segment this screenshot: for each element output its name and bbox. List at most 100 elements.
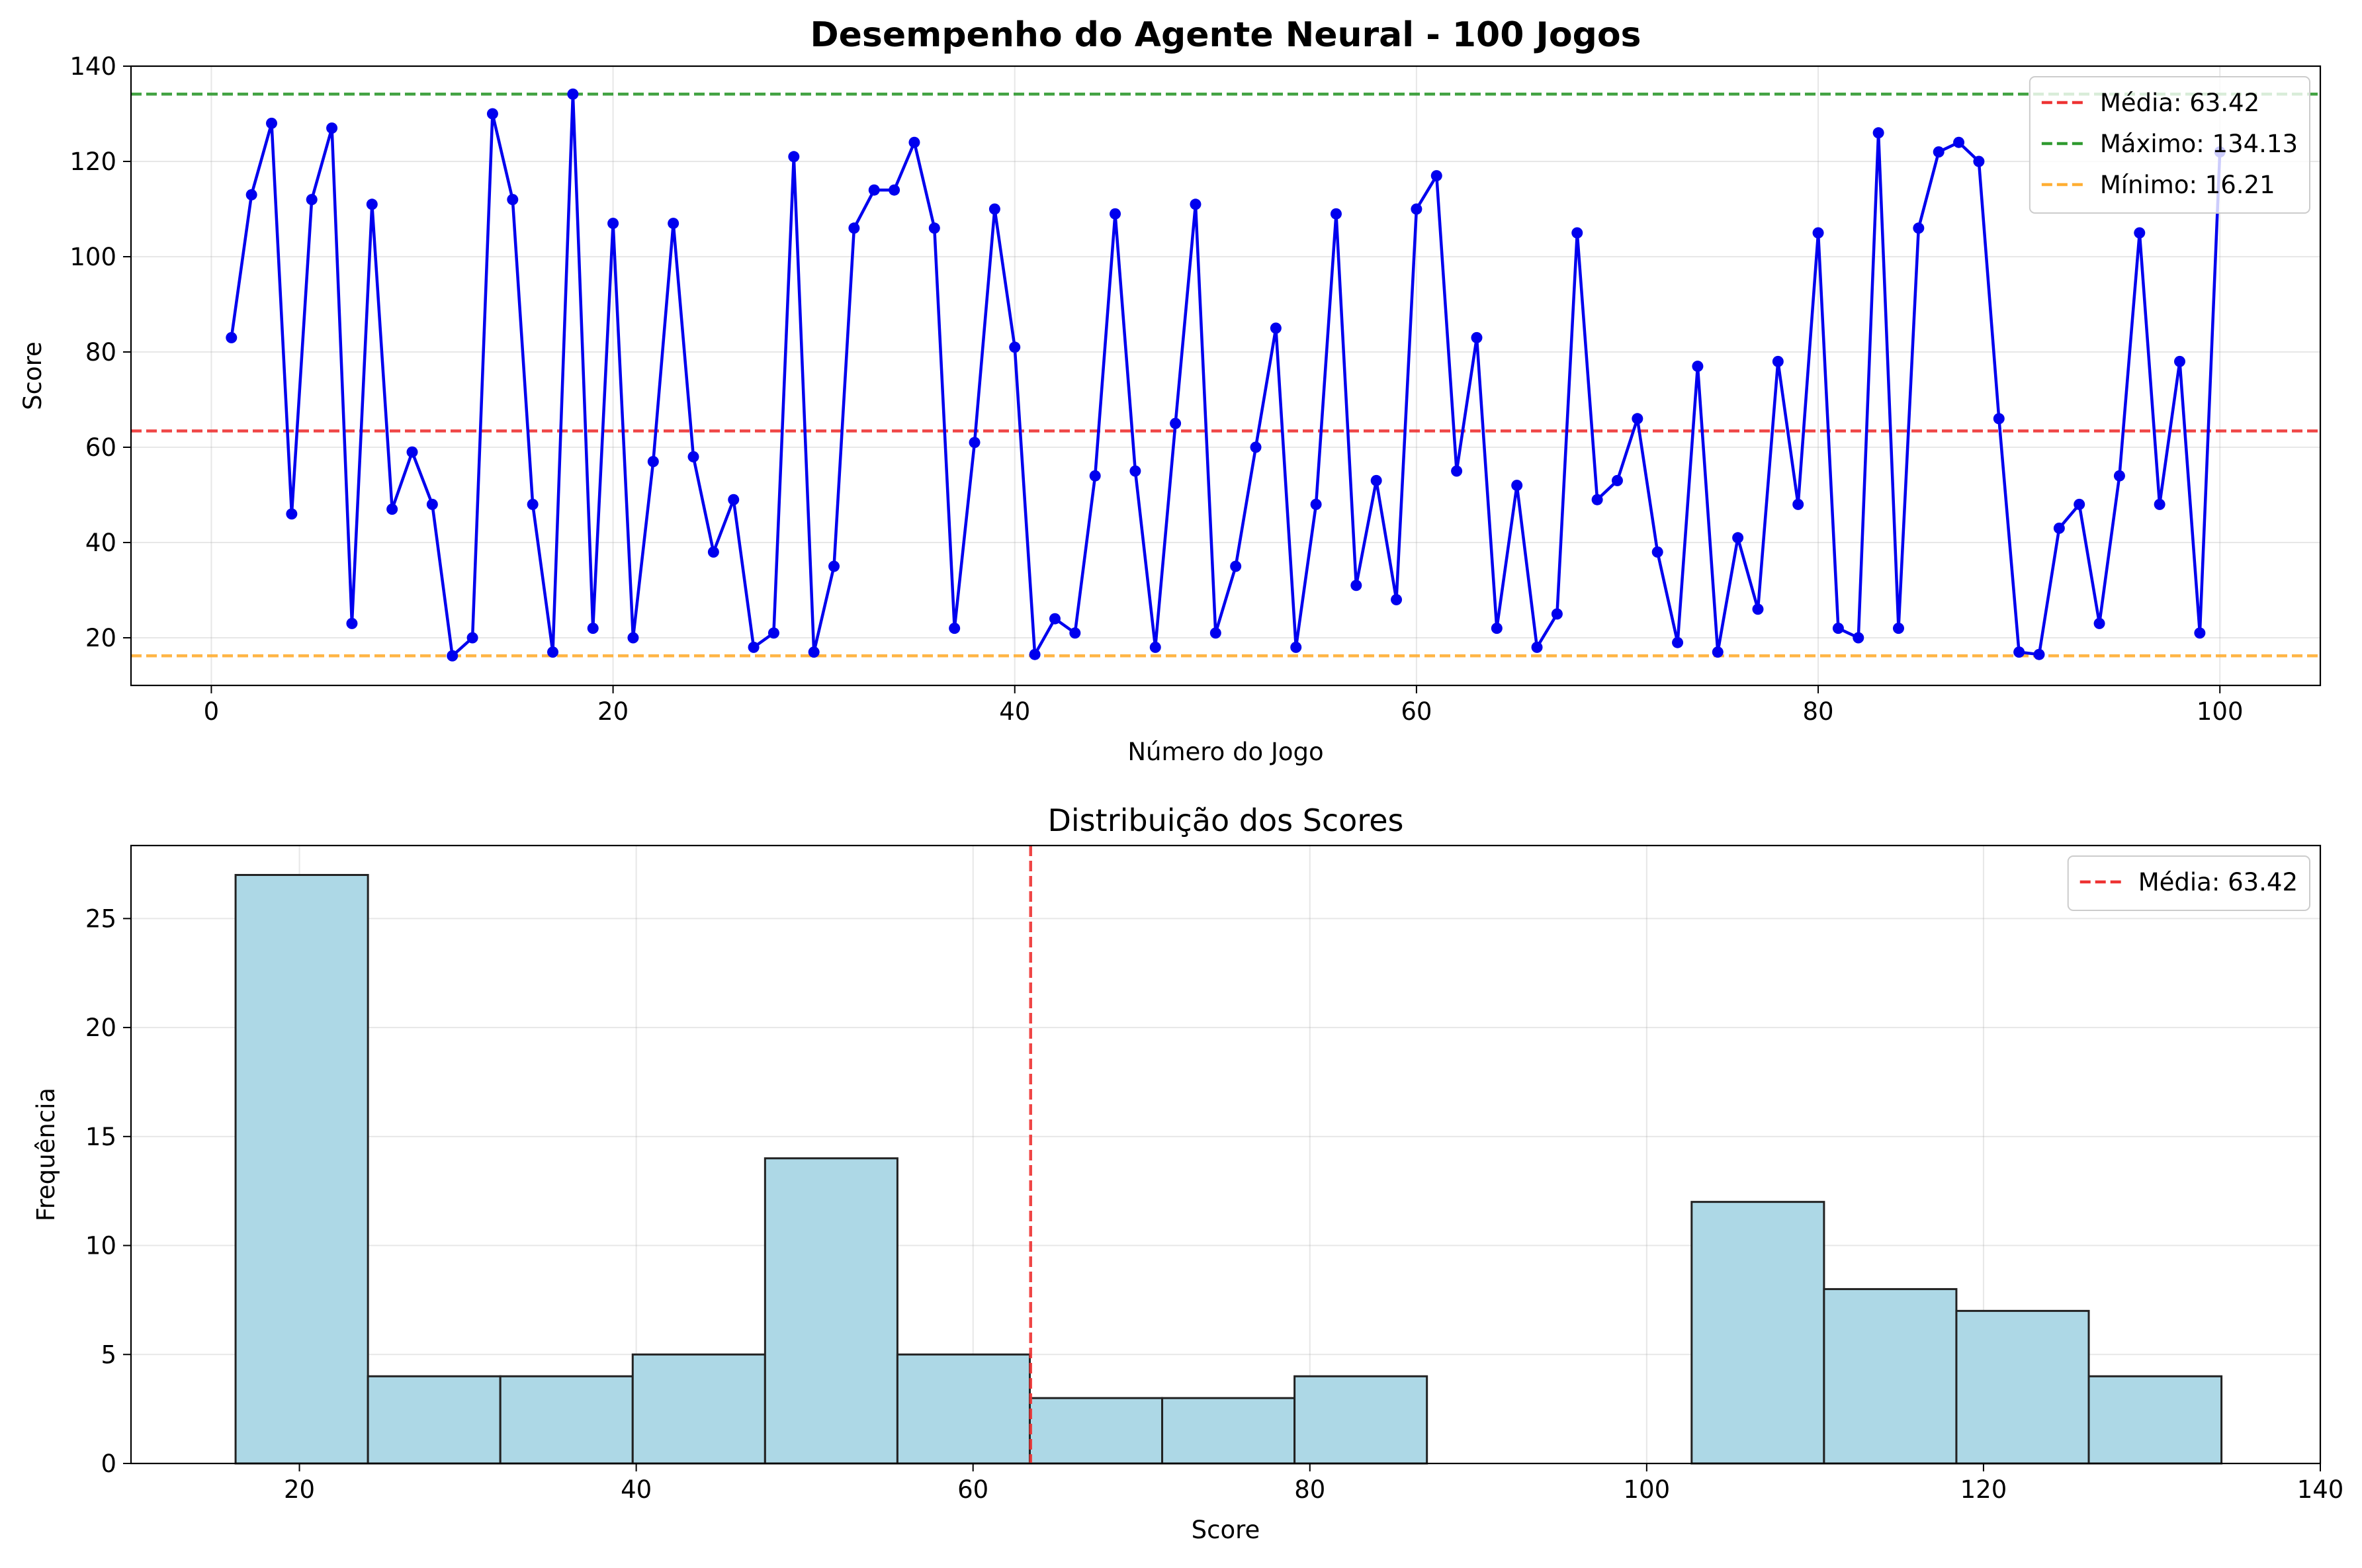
histogram-bar <box>764 1157 898 1465</box>
data-point <box>1170 417 1182 429</box>
x-tick-label: 0 <box>204 697 220 726</box>
data-point <box>1973 155 1985 167</box>
data-point <box>1330 208 1342 220</box>
data-point <box>687 451 699 462</box>
legend-label: Média: 63.42 <box>2100 89 2259 117</box>
x-tick-label: 120 <box>1960 1475 2007 1504</box>
data-point <box>1009 341 1021 353</box>
data-point <box>1953 136 1965 148</box>
data-point <box>245 189 257 200</box>
data-point <box>1792 498 1804 510</box>
histogram-bar <box>2087 1375 2223 1465</box>
legend: Média: 63.42 Máximo: 134.13 Mínimo: 16.21 <box>2029 76 2310 214</box>
x-tick-label: 40 <box>999 697 1030 726</box>
data-point <box>2053 522 2065 534</box>
data-point <box>2194 627 2206 639</box>
chart-title: Distribuição dos Scores <box>1047 803 1403 838</box>
y-tick-label: 15 <box>85 1123 116 1151</box>
data-point <box>767 627 779 639</box>
data-point <box>2093 617 2105 629</box>
histogram-bar <box>1955 1309 2090 1465</box>
histogram-bar <box>1293 1375 1428 1465</box>
y-tick-label: 5 <box>101 1340 116 1369</box>
y-axis-ticks: 20 40 60 80 100 120 140 <box>69 52 131 652</box>
data-point <box>808 646 820 658</box>
data-point <box>1832 623 1844 634</box>
data-point <box>707 546 719 558</box>
data-point <box>1270 322 1282 334</box>
data-point <box>1511 480 1523 492</box>
x-tick-label: 20 <box>284 1475 315 1504</box>
legend-box <box>2067 855 2310 911</box>
data-point <box>2154 498 2165 510</box>
data-point <box>266 117 278 129</box>
data-point <box>668 218 679 230</box>
legend-label: Mínimo: 16.21 <box>2100 171 2275 199</box>
plot-frame <box>130 844 2322 1465</box>
legend-label: Média: 63.42 <box>2138 868 2298 896</box>
data-point <box>1551 608 1563 620</box>
data-point <box>486 108 498 120</box>
data-point <box>426 498 438 510</box>
x-tick-label: 40 <box>621 1475 652 1504</box>
data-point <box>1310 498 1322 510</box>
data-point <box>1451 465 1463 477</box>
data-point <box>466 632 478 644</box>
data-point <box>1571 227 1583 239</box>
data-point <box>928 222 940 234</box>
data-point <box>1370 474 1382 486</box>
data-point <box>1250 441 1262 453</box>
data-point <box>848 222 860 234</box>
data-point <box>1892 623 1904 634</box>
histogram-chart: 20 40 60 80 100 120 140 0 5 10 15 20 25 Distribuiçã… <box>32 803 2343 1544</box>
data-point <box>346 617 358 629</box>
histogram-bar <box>499 1375 634 1465</box>
data-point <box>587 623 599 634</box>
data-point <box>1672 636 1684 648</box>
data-point <box>1411 203 1422 215</box>
chart-title: Desempenho do Agente Neural - 100 Jogos <box>810 15 1641 55</box>
series-points <box>226 88 2226 662</box>
y-axis-label: Frequência <box>32 1088 60 1221</box>
data-point <box>1029 648 1041 660</box>
data-point <box>527 498 539 510</box>
data-point <box>1209 627 1221 639</box>
data-point <box>949 623 961 634</box>
y-tick-label: 25 <box>85 904 116 933</box>
y-tick-label: 80 <box>85 338 116 367</box>
data-point <box>1611 474 1623 486</box>
data-point <box>1531 641 1543 653</box>
data-point <box>2113 470 2125 482</box>
series-line <box>230 93 2222 658</box>
data-point <box>1752 603 1764 615</box>
data-point <box>366 198 378 210</box>
data-point <box>647 456 659 468</box>
legend: Média: 63.42 <box>2067 855 2310 911</box>
data-point <box>748 641 760 653</box>
bars <box>234 873 2223 1465</box>
data-point <box>1732 532 1744 544</box>
data-point <box>868 184 880 196</box>
y-tick-label: 10 <box>85 1232 116 1260</box>
data-point <box>728 494 740 505</box>
x-tick-label: 60 <box>957 1475 988 1504</box>
data-point <box>2173 355 2185 367</box>
x-tick-label: 20 <box>597 697 629 726</box>
data-point <box>1471 331 1483 343</box>
data-point <box>1933 146 1945 158</box>
data-point <box>326 122 338 134</box>
data-point <box>828 560 840 572</box>
data-point <box>908 136 920 148</box>
data-point <box>969 437 981 449</box>
y-axis-ticks: 0 5 10 15 20 25 <box>85 904 131 1478</box>
data-point <box>286 508 298 520</box>
data-point <box>1491 623 1503 634</box>
data-point <box>1110 208 1121 220</box>
data-point <box>2033 648 2045 660</box>
data-point <box>1089 470 1101 482</box>
data-point <box>1712 646 1724 658</box>
data-point <box>889 184 900 196</box>
data-point <box>2074 498 2085 510</box>
y-tick-label: 140 <box>69 52 116 81</box>
legend-label: Máximo: 134.13 <box>2100 130 2298 158</box>
